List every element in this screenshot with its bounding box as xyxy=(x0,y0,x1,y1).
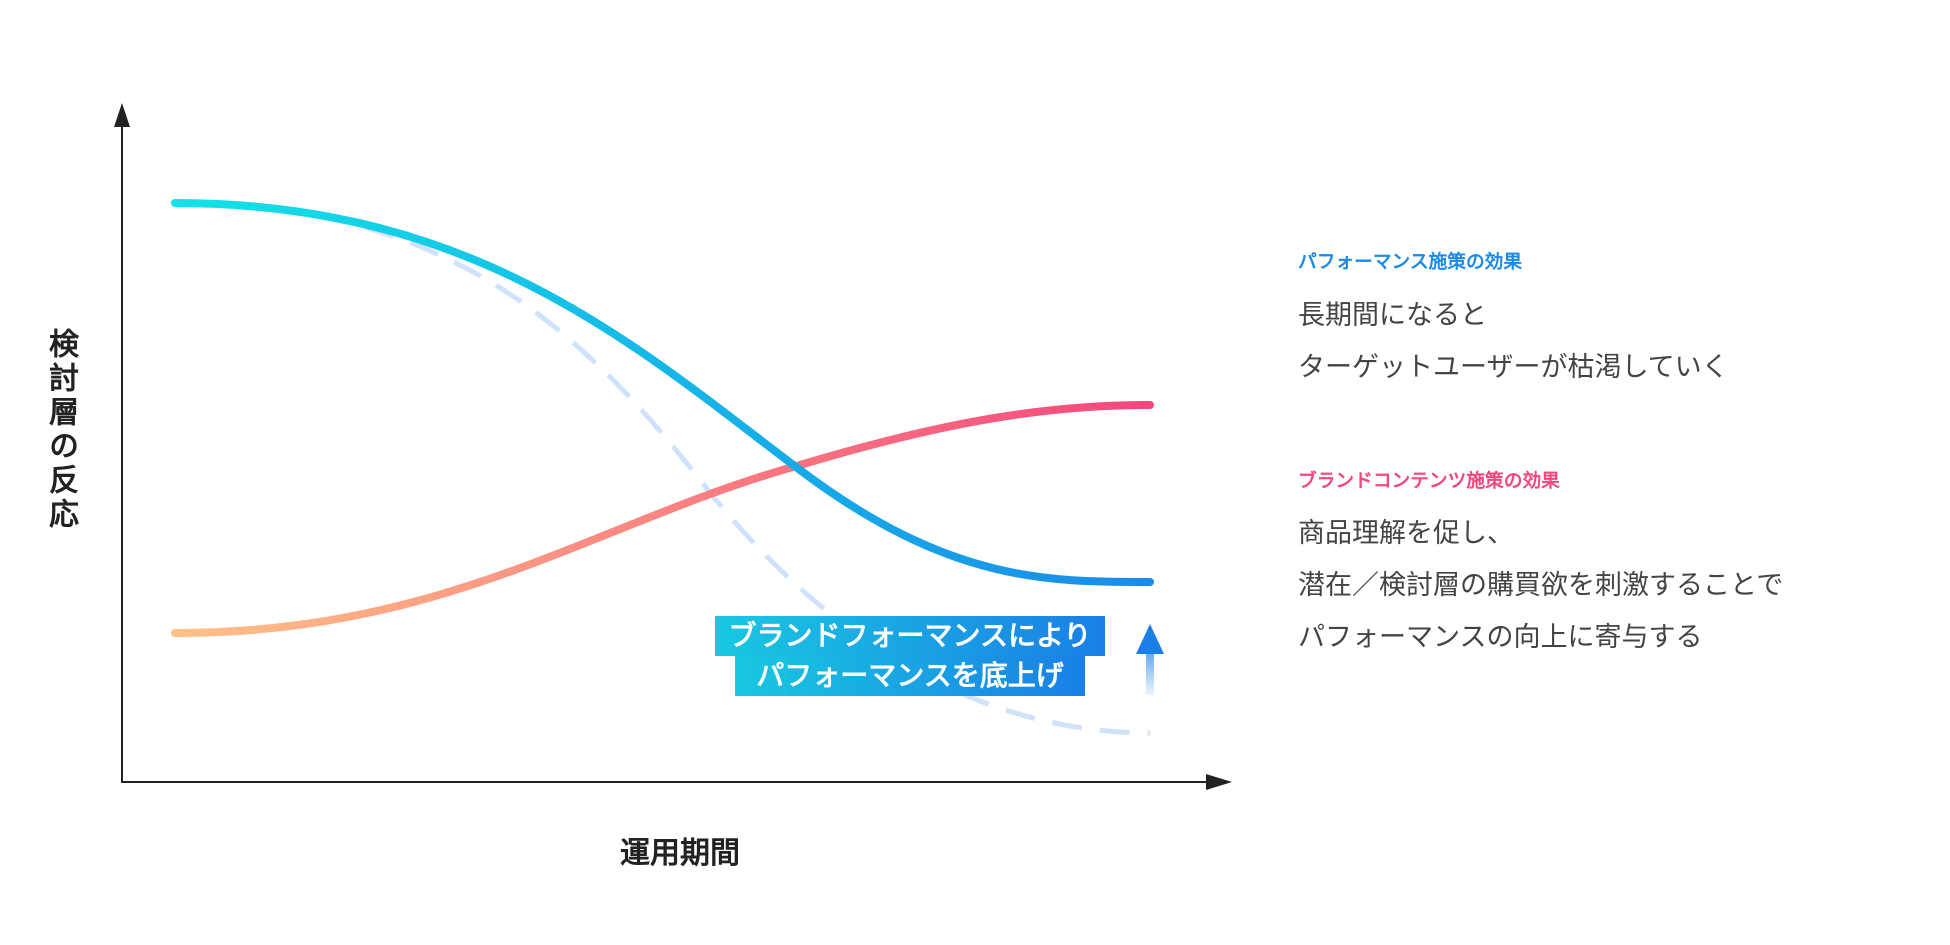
brand-desc-line: 商品理解を促し、 xyxy=(1298,518,1514,549)
x-axis-arrowhead xyxy=(1206,774,1232,790)
performance-desc-line: ターゲットユーザーが枯渇していく xyxy=(1298,352,1729,383)
x-axis-label: 運用期間 xyxy=(620,836,740,871)
y-axis-arrowhead xyxy=(114,103,130,127)
annotation-line-2: パフォーマンスを底上げ xyxy=(735,656,1085,696)
brand-desc-line: 潜在／検討層の購買欲を刺激することで xyxy=(1298,570,1784,601)
annotation-line-1: ブランドフォーマンスにより xyxy=(715,616,1105,656)
performance-effect-description: 長期間になると ターゲットユーザーが枯渇していく xyxy=(1298,290,1938,394)
performance-effect-title: パフォーマンス施策の効果 xyxy=(1298,251,1523,273)
brand-contents-curve xyxy=(171,401,1154,637)
uplift-annotation: ブランドフォーマンスにより パフォーマンスを底上げ xyxy=(715,616,1105,696)
brand-desc-line: パフォーマンスの向上に寄与する xyxy=(1298,622,1703,653)
brand-effect-title: ブランドコンテンツ施策の効果 xyxy=(1298,470,1560,492)
performance-curve xyxy=(171,199,1154,587)
y-axis-label: 検討層の反応 xyxy=(43,328,78,532)
performance-desc-line: 長期間になると xyxy=(1298,300,1487,331)
brand-effect-description: 商品理解を促し、 潜在／検討層の購買欲を刺激することで パフォーマンスの向上に寄… xyxy=(1298,508,1938,664)
effect-diagram xyxy=(114,103,1232,790)
uplift-arrow-head xyxy=(1136,624,1164,654)
uplift-arrow-shaft xyxy=(1146,650,1154,695)
